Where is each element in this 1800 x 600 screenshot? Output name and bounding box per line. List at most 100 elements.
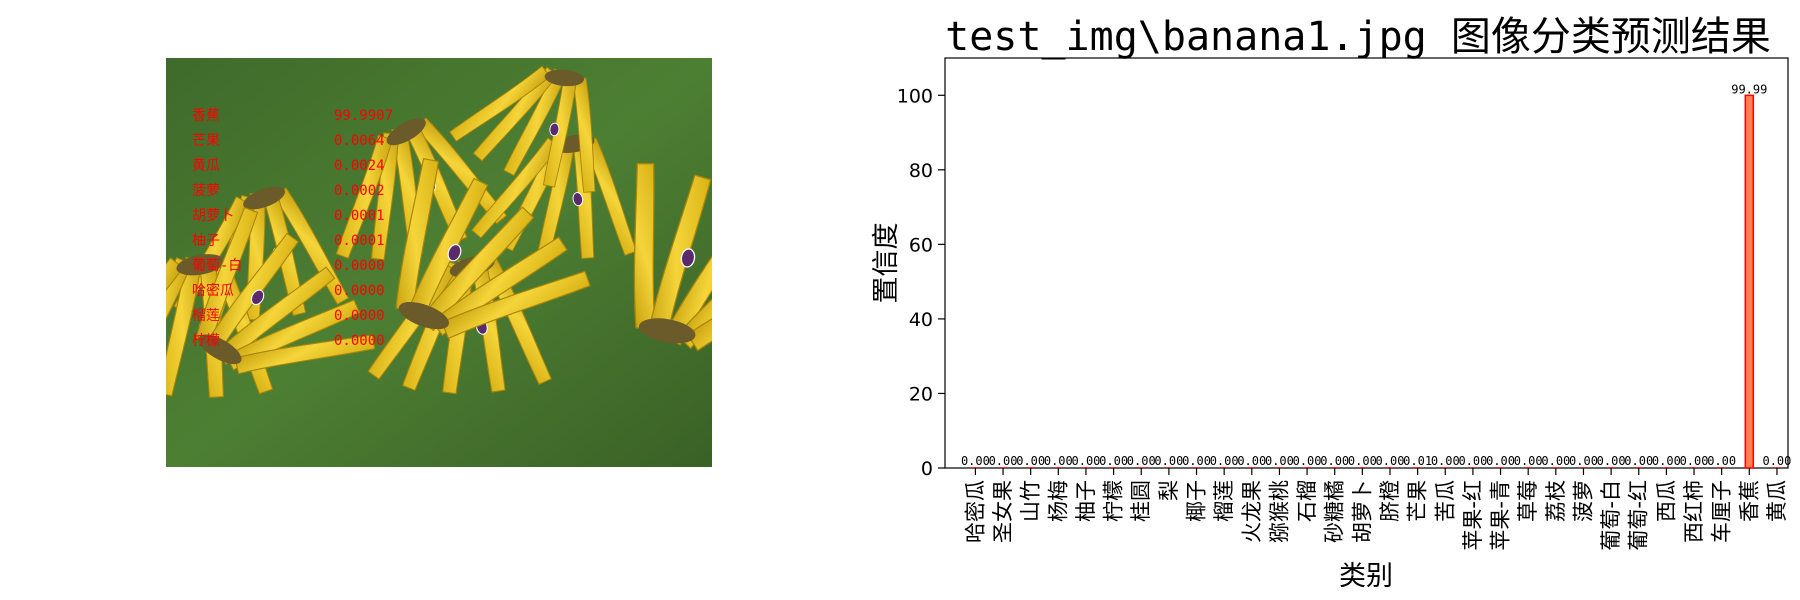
bar-value-label: 0.00	[1376, 454, 1405, 468]
bars	[971, 94, 1781, 469]
prediction-label: 黄瓜	[192, 157, 220, 174]
bar-value-label: 0.00	[989, 454, 1018, 468]
bar	[1303, 467, 1312, 468]
x-tick-label: 西红柿	[1682, 480, 1706, 543]
bar	[1690, 467, 1699, 468]
x-tick-label: 菠萝	[1571, 480, 1595, 522]
bar-value-label: 0.00	[1016, 454, 1045, 468]
bar-value-label: 0.00	[1072, 454, 1101, 468]
x-tick-label: 桂圆	[1129, 480, 1153, 522]
y-tick-label: 40	[909, 309, 933, 331]
x-tick-label: 苦瓜	[1433, 480, 1457, 522]
x-tick-label: 哈密瓜	[963, 480, 987, 543]
bar-value-label: 0.00	[1597, 454, 1626, 468]
prediction-score: 0.0001	[334, 208, 385, 224]
bar-value-label: 0.00	[1099, 454, 1128, 468]
bar	[1054, 467, 1063, 468]
x-tick-label: 草莓	[1516, 480, 1540, 522]
bar-value-label: 0.00	[1293, 454, 1322, 468]
x-tick-label: 车厘子	[1710, 480, 1734, 543]
bar-value-label: 0.00	[1210, 454, 1239, 468]
bar	[971, 467, 980, 468]
x-tick-label: 柠檬	[1102, 480, 1126, 522]
bar	[1579, 467, 1588, 468]
y-tick-label: 60	[909, 234, 933, 256]
y-tick-label: 100	[897, 85, 933, 107]
value-labels: 0.000.000.000.000.000.000.000.000.000.00…	[961, 82, 1791, 468]
bar	[1330, 467, 1339, 468]
bar	[1026, 467, 1035, 468]
bar-value-label: 0.00	[1680, 454, 1709, 468]
x-tick-label: 柚子	[1074, 480, 1098, 522]
plot-frame	[944, 57, 1789, 469]
prediction-label: 柚子	[192, 233, 220, 249]
prediction-label: 葡萄-白	[192, 258, 242, 274]
bar	[1524, 467, 1533, 468]
x-tick-label: 火龙果	[1240, 480, 1264, 543]
bar-value-label: 0.00	[1569, 454, 1598, 468]
x-tick-label: 杨梅	[1046, 480, 1070, 522]
prediction-score: 0.0001	[334, 233, 385, 249]
bar-value-label: 0.00	[1154, 454, 1183, 468]
bar-value-label: 0.00	[1458, 454, 1487, 468]
y-tick-label: 0	[921, 458, 933, 480]
bar	[1164, 467, 1173, 468]
prediction-score: 0.0000	[334, 308, 385, 324]
bar-value-label: 0.00	[1044, 454, 1073, 468]
bar	[999, 467, 1008, 468]
bar	[1137, 467, 1146, 468]
bar-value-label: 0.00	[1182, 454, 1211, 468]
prediction-list: 香蕉 99.9907 芒果 0.0064 黄瓜 0.0024 菠萝 0.0002 胡萝卜 0.00…	[192, 108, 393, 349]
bar-value-label: 0.00	[1320, 454, 1349, 468]
bar-value-label: 0.00	[1486, 454, 1515, 468]
bar-value-label: 0.00	[1237, 454, 1266, 468]
x-axis-title: 类别	[1339, 561, 1393, 592]
x-axis: 哈密瓜 圣女果 山竹 杨梅 柚子 柠檬 桂圆梨椰子 榴莲 火龙果 猕猴桃 石榴 砂糖橘 胡萝卜 脐橙 芒果苦…	[963, 468, 1789, 551]
bar	[1717, 467, 1726, 468]
bar	[1358, 467, 1367, 468]
x-tick-label: 西瓜	[1654, 480, 1678, 522]
bar-value-label: 0.00	[1541, 454, 1570, 468]
bar	[1496, 467, 1505, 468]
x-tick-label: 榴莲	[1212, 480, 1236, 522]
bar-value-label: 0.00	[1624, 454, 1653, 468]
x-tick-label: 猕猴桃	[1267, 480, 1291, 543]
bar	[1607, 467, 1616, 468]
prediction-score: 0.0024	[334, 158, 385, 174]
bar-value-label: 0.00	[1127, 454, 1156, 468]
prediction-label: 菠萝	[192, 183, 220, 199]
prediction-score: 0.0000	[334, 258, 385, 274]
prediction-score: 0.0000	[334, 333, 385, 349]
bar-value-label: 0.00	[1348, 454, 1377, 468]
bar	[1109, 467, 1118, 468]
bar	[1662, 467, 1671, 468]
prediction-label: 芒果	[192, 133, 220, 149]
bar	[1081, 467, 1090, 468]
bar	[1413, 467, 1422, 468]
x-tick-label: 葡萄-红	[1627, 480, 1651, 551]
prediction-label: 香蕉	[192, 108, 220, 124]
bar-value-label: 0.00	[961, 454, 990, 468]
bar-value-label: 0.00	[1265, 454, 1294, 468]
bar-value-label: 0.00	[1514, 454, 1543, 468]
prediction-label: 胡萝卜	[192, 208, 234, 224]
x-tick-label: 苹果-红	[1461, 480, 1485, 551]
prediction-score: 0.0002	[334, 183, 385, 199]
prediction-label: 哈密瓜	[192, 282, 234, 299]
bar	[1634, 467, 1643, 468]
x-tick-label: 葡萄-白	[1599, 480, 1623, 551]
x-tick-label: 砂糖橘	[1323, 480, 1347, 543]
bar-value-label: 99.99	[1731, 82, 1767, 96]
y-tick-label: 80	[909, 160, 933, 182]
x-tick-label: 脐橙	[1378, 480, 1402, 522]
bar	[1192, 467, 1201, 468]
bar	[1551, 467, 1560, 468]
prediction-label: 榴莲	[192, 308, 220, 324]
bar-value-label: 0.00	[1707, 454, 1736, 468]
x-tick-label: 圣女果	[991, 480, 1015, 543]
bar	[1772, 467, 1781, 468]
chart-title: test_img\banana1.jpg 图像分类预测结果	[945, 14, 1771, 60]
prediction-score: 0.0000	[334, 283, 385, 299]
y-tick-label: 20	[909, 383, 933, 405]
